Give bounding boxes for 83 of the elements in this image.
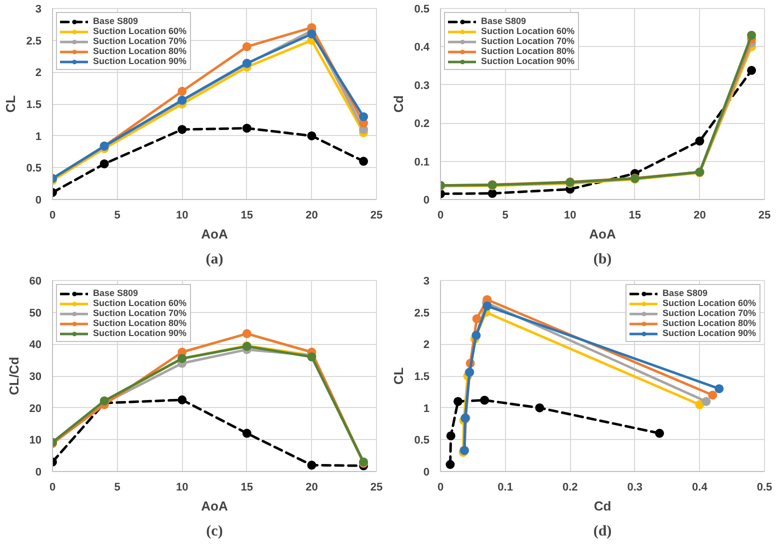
legend-label: Suction Location 80%: [662, 318, 756, 328]
y-tick-label: 2.5: [26, 35, 42, 48]
y-tick-label: 0.3: [414, 80, 430, 92]
legend-label: Suction Location 70%: [93, 36, 187, 46]
x-tick-label: 25: [758, 210, 771, 222]
x-tick-label: 20: [694, 210, 706, 222]
y-tick-label: 30: [29, 371, 42, 383]
y-axis-title: CL/Cd: [6, 356, 22, 396]
y-tick-label: 2.5: [414, 307, 430, 320]
x-tick-label: 0: [437, 210, 444, 222]
y-axis-title: CL: [3, 95, 18, 113]
legend-label: Suction Location 70%: [93, 308, 187, 318]
legend-label: Suction Location 80%: [481, 46, 575, 56]
text: (a): [206, 252, 224, 268]
y-tick-label: 1.5: [26, 99, 42, 111]
legend-label: Suction Location 90%: [481, 56, 575, 66]
x-tick-label: 0.2: [562, 482, 578, 494]
x-axis-title: AoA: [201, 498, 228, 514]
y-tick-label: 10: [29, 434, 42, 447]
x-tick-label: 15: [240, 482, 254, 494]
x-tick-label: 0.4: [692, 482, 708, 494]
legend-label: Suction Location 90%: [93, 328, 187, 338]
y-tick-label: 0.4: [414, 42, 430, 54]
y-tick-label: 0.5: [26, 162, 42, 175]
x-tick-label: 10: [176, 482, 188, 494]
x-tick-label: 20: [306, 210, 318, 222]
y-tick-label: 0: [423, 194, 430, 206]
x-tick-label: 15: [240, 210, 254, 222]
y-tick-label: 2: [423, 339, 430, 352]
legend-label: Suction Location 80%: [93, 46, 187, 56]
x-tick-label: 0: [437, 482, 444, 494]
x-tick-label: 25: [370, 482, 383, 494]
y-tick-label: 3: [35, 4, 42, 16]
legend-label: Suction Location 70%: [662, 308, 756, 318]
x-tick-label: 10: [564, 210, 576, 222]
x-axis-title: AoA: [589, 226, 616, 242]
y-axis-title: CL: [391, 367, 406, 385]
y-tick-label: 0: [35, 466, 42, 478]
legend-label: Suction Location 80%: [93, 318, 187, 328]
y-tick-label: 0.5: [414, 4, 430, 16]
x-tick-label: 0.5: [756, 482, 772, 494]
y-tick-label: 1: [423, 402, 430, 415]
text: (d): [593, 524, 612, 540]
y-tick-label: 20: [29, 402, 42, 415]
x-tick-label: 5: [502, 210, 508, 222]
y-tick-label: 1.5: [414, 371, 430, 383]
y-axis-title: Cd: [391, 95, 406, 113]
text: (c): [206, 524, 223, 540]
legend-label: Base S809: [662, 288, 708, 298]
y-tick-label: 0.5: [414, 434, 430, 447]
y-tick-label: 60: [29, 276, 42, 288]
x-tick-label: 0: [49, 482, 56, 494]
x-tick-label: 0: [49, 210, 56, 222]
x-tick-label: 10: [176, 210, 188, 222]
y-tick-label: 0: [35, 194, 42, 206]
y-tick-label: 0: [423, 466, 430, 478]
y-tick-label: 3: [423, 276, 430, 288]
x-tick-label: 0.3: [627, 482, 643, 494]
x-tick-label: 20: [306, 482, 318, 494]
x-tick-label: 25: [370, 210, 383, 222]
text: (b): [593, 252, 612, 268]
x-tick-label: 15: [628, 210, 642, 222]
legend-label: Suction Location 60%: [93, 298, 187, 308]
legend-label: Suction Location 60%: [662, 298, 756, 308]
x-tick-label: 5: [114, 210, 120, 222]
y-tick-label: 0.2: [414, 118, 430, 130]
legend-label: Base S809: [481, 16, 526, 26]
y-tick-label: 2: [35, 67, 42, 80]
legend-label: Suction Location 60%: [481, 26, 575, 36]
legend-label: Base S809: [93, 16, 138, 26]
y-tick-label: 1: [35, 130, 42, 143]
legend-label: Suction Location 60%: [93, 26, 187, 36]
y-tick-label: 40: [29, 339, 42, 352]
legend-label: Suction Location 90%: [662, 328, 756, 338]
x-tick-label: 0.1: [498, 482, 513, 494]
legend-label: Base S809: [93, 288, 138, 298]
y-tick-label: 0.1: [414, 156, 430, 168]
x-axis-title: AoA: [201, 226, 228, 242]
x-tick-label: 5: [114, 482, 120, 494]
legend-label: Suction Location 70%: [481, 36, 575, 46]
legend-label: Suction Location 90%: [93, 56, 187, 66]
y-tick-label: 50: [29, 307, 42, 320]
x-axis-title: Cd: [594, 498, 612, 514]
